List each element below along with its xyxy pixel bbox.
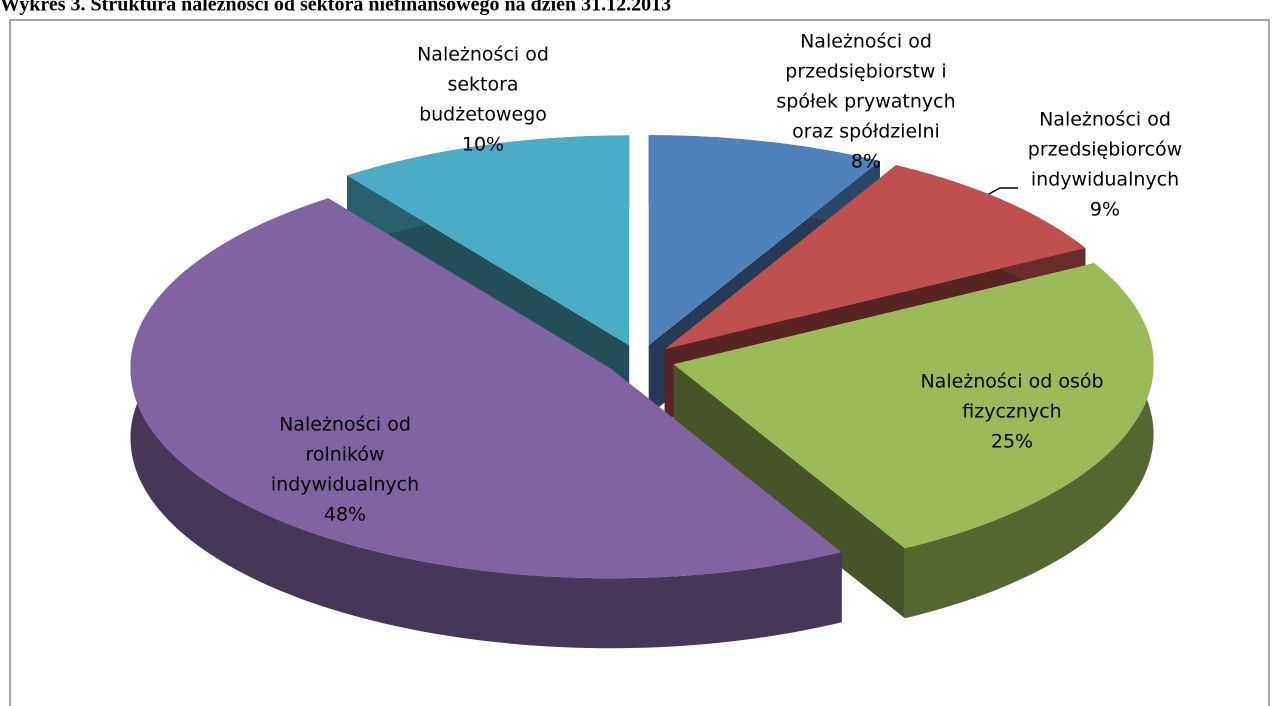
value-label: 10% <box>462 134 504 156</box>
slice-label: spółek prywatnych <box>776 91 955 113</box>
value-label: 25% <box>991 431 1033 453</box>
slice-top <box>673 263 1154 549</box>
value-label: 48% <box>324 504 366 526</box>
slice-label: Należności od osób <box>920 371 1103 393</box>
slice-label: przedsiębiorstw i <box>785 61 946 83</box>
slice-label: Należności od <box>1039 109 1171 131</box>
slice-label: budżetowego <box>419 104 547 126</box>
slice-label: Należności od <box>279 414 411 436</box>
slice-label: fizycznych <box>962 401 1061 423</box>
value-label: 8% <box>851 151 881 173</box>
slice-top <box>664 165 1086 350</box>
slice-wall <box>904 263 1154 619</box>
slice-label: indywidualnych <box>1031 169 1179 191</box>
slice-label: oraz spółdzielni <box>792 121 940 143</box>
slice-label: Należności od <box>800 31 932 53</box>
slice-label: indywidualnych <box>271 474 419 496</box>
pie-slice <box>673 263 1154 619</box>
chart-title: Wykres 3. Struktura należności od sektor… <box>0 0 671 16</box>
slice-label: rolników <box>305 444 384 466</box>
slice-wall <box>130 198 842 649</box>
pie-slice <box>130 198 842 649</box>
slice-top <box>648 135 880 346</box>
slice-side <box>673 364 905 619</box>
value-label: 9% <box>1090 199 1120 221</box>
slice-label: Należności od <box>417 44 549 66</box>
slice-top <box>347 135 630 346</box>
slice-label: sektora <box>447 74 518 96</box>
slice-top <box>130 198 842 579</box>
slice-label: przedsiębiorców <box>1028 139 1182 161</box>
